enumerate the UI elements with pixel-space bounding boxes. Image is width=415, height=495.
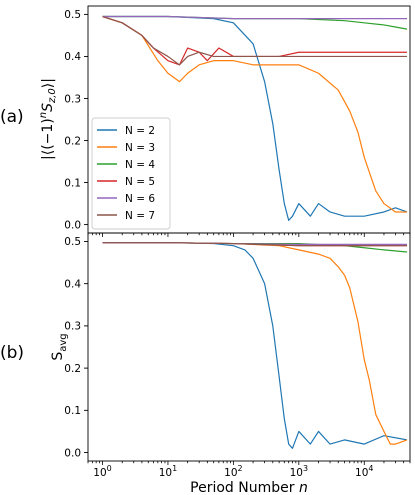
ytick-label-a-1: 0.1 (64, 177, 81, 189)
series-line-a-4 (102, 15, 408, 20)
ytick-label-b-0: 0.0 (64, 447, 81, 459)
ytick-label-a-3: 0.3 (64, 93, 81, 105)
legend-label-2: N = 4 (125, 159, 155, 171)
series-line-b-0 (102, 242, 408, 449)
ytick-label-b-2: 0.2 (64, 363, 81, 375)
series-line-a-3 (102, 15, 408, 66)
legend: N = 2 N = 3 N = 4 N = 5 N = 6 N = 7 (91, 117, 171, 230)
series-group-a (102, 15, 408, 221)
panel-b: 0.0 0.1 0.2 0.3 0.4 0.5 (b) Savg 100 101 102 103 104… (0, 232, 411, 495)
ytick-label-b-3: 0.3 (64, 321, 81, 333)
series-line-b-1 (102, 242, 408, 445)
series-line-b-5 (102, 242, 408, 247)
panel-a: 0.00.10.20.30.40.5(a)|⟨(−1)nSz,0⟩|N = 2N… (0, 5, 411, 237)
panel-label-b: (b) (0, 343, 24, 363)
legend-label-4: N = 6 (125, 193, 155, 205)
ytick-label-b-1: 0.1 (64, 405, 81, 417)
legend-label-5: N = 7 (125, 210, 155, 222)
series-line-a-0 (102, 15, 408, 221)
xtick-label-3: 103 (290, 464, 308, 479)
axes-frame-b (87, 232, 411, 462)
series-line-a-5 (102, 15, 408, 66)
legend-label-0: N = 2 (125, 125, 155, 137)
ytick-label-a-4: 0.4 (64, 51, 81, 63)
series-line-a-1 (102, 15, 408, 213)
legend-label-1: N = 3 (125, 142, 155, 154)
xtick-label-4: 104 (355, 464, 373, 479)
legend-box (91, 117, 171, 230)
legend-label-3: N = 5 (125, 176, 155, 188)
ytick-label-a-0: 0.0 (64, 219, 81, 231)
y-axis-label-b: Savg (50, 333, 69, 360)
xtick-label-1: 101 (159, 464, 177, 479)
y-axis-label-a: |⟨(−1)nSz,0⟩| (38, 78, 58, 160)
xtick-label-0: 100 (93, 464, 111, 479)
xtick-label-2: 102 (224, 464, 242, 479)
x-axis-label: Period Number n (190, 480, 308, 495)
ytick-label-b-4: 0.4 (64, 278, 81, 290)
panel-label-a: (a) (0, 107, 24, 127)
ytick-label-a-2: 0.2 (64, 135, 81, 147)
ytick-label-b-5: 0.5 (64, 236, 81, 248)
series-group-b (102, 242, 408, 449)
ytick-label-a-5: 0.5 (64, 9, 81, 21)
